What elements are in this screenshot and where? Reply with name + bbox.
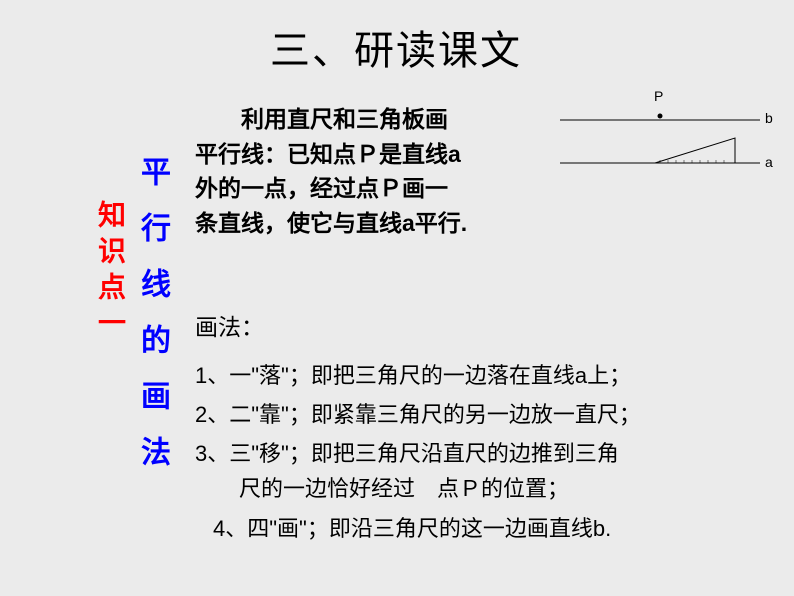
diagram-label-b: b (765, 110, 773, 126)
diagram-label-a: a (765, 154, 773, 170)
sidebar-topic-label: 平行线的画法 (130, 156, 174, 492)
diagram-label-p: P (654, 88, 663, 104)
step-1-text: 1、一"落"；即把三角尺的一边落在直线a上； (195, 358, 631, 390)
step-3-text: 3、三"移"；即把三角尺沿直尺的边推到三角 尺的一边恰好经过 点Ｐ的位置； (195, 436, 755, 506)
step-3-line-2: 尺的一边恰好经过 点Ｐ的位置； (195, 476, 569, 501)
intro-line-2: 平行线：已知点Ｐ是直线a (195, 141, 461, 167)
step-4-text: 4、四"画"；即沿三角尺的这一边画直线b. (213, 511, 611, 543)
step-3-line-1: 3、三"移"；即把三角尺沿直尺的边推到三角 (195, 441, 619, 466)
section-title: 三、研读课文 (270, 18, 522, 76)
step-2-text: 2、二"靠"；即紧靠三角尺的另一边放一直尺； (195, 397, 641, 429)
method-heading: 画法： (195, 308, 264, 342)
intro-line-1: 利用直尺和三角板画 (195, 106, 448, 132)
intro-line-4: 条直线，使它与直线a平行. (195, 210, 467, 236)
sidebar-knowledge-point-label: 知识点一 (90, 200, 130, 344)
parallel-lines-diagram (560, 88, 780, 198)
intro-paragraph: 利用直尺和三角板画 平行线：已知点Ｐ是直线a 外的一点，经过点Ｐ画一 条直线，使… (195, 102, 565, 240)
intro-line-3: 外的一点，经过点Ｐ画一 (195, 175, 448, 201)
